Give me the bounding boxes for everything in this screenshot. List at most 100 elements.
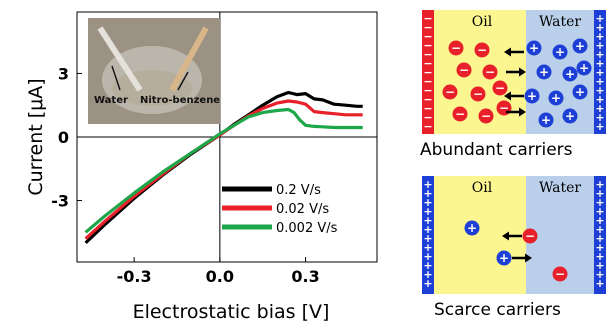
ion-sign: − <box>459 63 469 77</box>
cation-marker <box>496 250 512 266</box>
electrode-charge-sign: + <box>595 187 604 200</box>
anion-marker <box>452 106 468 122</box>
electrode-charge-sign: + <box>595 21 604 34</box>
ion-sign: − <box>495 81 505 95</box>
arrow-head <box>504 91 511 101</box>
legend-label: 0.02 V/s <box>276 202 329 217</box>
arrow-head <box>525 253 532 263</box>
electrode-charge-sign: + <box>595 214 604 227</box>
electrode-charge-sign: + <box>595 66 604 79</box>
electrode-charge-sign: + <box>595 250 604 263</box>
electrode-charge-sign: − <box>423 57 432 70</box>
cation-marker <box>562 108 578 124</box>
anion-marker <box>478 108 494 124</box>
cation-marker <box>562 66 578 82</box>
electrode-charge-sign: + <box>595 48 604 61</box>
anion-marker <box>456 62 472 78</box>
ion-sign: + <box>565 67 575 81</box>
ion-sign: + <box>467 221 477 235</box>
electrode-charge-sign: − <box>423 66 432 79</box>
ion-sign: + <box>539 65 549 79</box>
ion-sign: + <box>529 41 539 55</box>
electrode-charge-sign: + <box>595 75 604 88</box>
electrode-charge-sign: + <box>595 39 604 52</box>
electrode-charge-sign: − <box>423 21 432 34</box>
electrode-charge-sign: − <box>423 102 432 115</box>
abundant-carriers-diagram: −−−−−−−−−−−−− +++++++++++++ Oil Water − −… <box>422 10 606 134</box>
electrode-charge-sign: + <box>595 84 604 97</box>
electrode-charge-sign: + <box>595 268 604 281</box>
y-tick-label: 3 <box>58 64 69 83</box>
ion-sign: − <box>473 87 483 101</box>
cation-marker <box>536 64 552 80</box>
cation-marker <box>464 220 480 236</box>
oil-label: Oil <box>472 180 493 196</box>
anion-marker <box>522 228 538 244</box>
electrode-charge-sign: − <box>423 75 432 88</box>
legend-label: 0.002 V/s <box>276 221 338 236</box>
arrow-head <box>519 67 526 77</box>
cation-marker <box>548 90 564 106</box>
electrode-charge-sign: + <box>595 111 604 124</box>
cation-marker <box>572 38 588 54</box>
ion-sign: + <box>565 109 575 123</box>
negative-electrode <box>422 10 434 134</box>
electrode-charge-sign: − <box>423 84 432 97</box>
ion-sign: + <box>575 85 585 99</box>
electrode-charge-sign: + <box>595 277 604 290</box>
electrode-charge-sign: + <box>595 93 604 106</box>
cation-marker <box>552 44 568 60</box>
x-tick-label: -0.3 <box>117 267 152 286</box>
electrode-charge-sign: + <box>423 232 432 245</box>
water-label: Water <box>539 14 581 30</box>
anion-marker <box>492 80 508 96</box>
electrode-charge-sign: + <box>423 187 432 200</box>
electrode-charge-sign: + <box>423 223 432 236</box>
ion-sign: + <box>541 113 551 127</box>
ion-sign: − <box>499 101 509 115</box>
water-label: Water <box>539 180 581 196</box>
oil-label: Oil <box>472 14 493 30</box>
ion-sign: − <box>525 229 535 243</box>
iv-chart: Water Nitro-benzene 0.2 V/s 0.02 V/s 0.002… <box>25 11 378 322</box>
cation-marker <box>576 60 592 76</box>
electrode-charge-sign: − <box>423 111 432 124</box>
electrode-charge-sign: − <box>423 30 432 43</box>
cation-marker <box>572 84 588 100</box>
ion-sign: + <box>499 251 509 265</box>
electrode-charge-sign: + <box>423 241 432 254</box>
scarce-carriers-caption: Scarce carriers <box>434 300 561 320</box>
arrow-head <box>504 47 511 57</box>
electrode-charge-sign: + <box>595 205 604 218</box>
electrode-charge-sign: + <box>595 259 604 272</box>
electrode-charge-sign: − <box>423 39 432 52</box>
electrode-charge-sign: + <box>595 223 604 236</box>
ion-sign: − <box>485 65 495 79</box>
y-tick-label: 0 <box>58 128 69 147</box>
ion-sign: − <box>555 267 565 281</box>
series-line-1 <box>84 99 363 240</box>
ion-sign: − <box>477 43 487 57</box>
y-axis-label: Current [μA] <box>25 78 47 195</box>
scarce-carriers-diagram: ++++++++++++ ++++++++++++ Oil Water ++−− <box>422 176 606 294</box>
anion-marker <box>552 266 568 282</box>
x-axis-label: Electrostatic bias [V] <box>133 301 330 322</box>
cation-marker <box>524 88 540 104</box>
inset-photo: Water Nitro-benzene <box>88 18 220 124</box>
arrow-head <box>519 107 526 117</box>
ion-sign: − <box>481 109 491 123</box>
abundant-carriers-caption: Abundant carriers <box>420 140 573 160</box>
electrode-charge-sign: + <box>423 214 432 227</box>
electrode-charge-sign: − <box>423 120 432 133</box>
ion-sign: − <box>451 41 461 55</box>
ion-sign: + <box>579 61 589 75</box>
electrode-charge-sign: + <box>595 30 604 43</box>
x-tick-label: 0.0 <box>206 267 234 286</box>
electrode-charge-sign: + <box>595 12 604 25</box>
anion-marker <box>448 40 464 56</box>
right-electrode <box>594 176 606 294</box>
ion-sign: − <box>445 85 455 99</box>
series-line-2 <box>84 107 363 234</box>
positive-electrode <box>594 10 606 134</box>
electrode-charge-sign: + <box>595 232 604 245</box>
